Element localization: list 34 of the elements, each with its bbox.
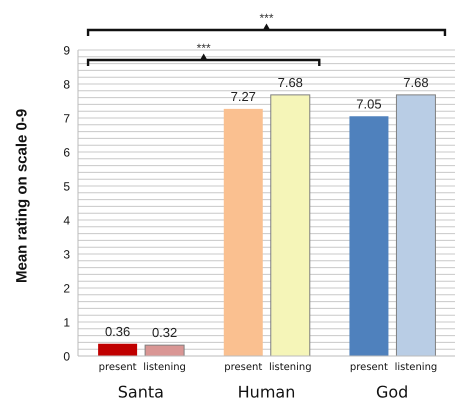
- bar: [349, 116, 388, 356]
- data-label: 7.68: [403, 74, 429, 90]
- bar: [98, 344, 138, 356]
- text: ***: [259, 11, 274, 25]
- y-tick-label: 9: [63, 43, 70, 58]
- y-tick-label: 1: [63, 315, 70, 330]
- series-label: listening: [143, 362, 186, 373]
- y-tick-label: 2: [63, 281, 70, 296]
- y-tick-label: 6: [63, 145, 70, 160]
- series-label: present: [98, 362, 137, 373]
- x-tick-label: Santa: [118, 382, 164, 402]
- y-tick-label: 5: [63, 179, 70, 194]
- annotation: ***: [196, 41, 211, 55]
- y-tick-label: 0: [63, 349, 70, 364]
- y-tick-label: 4: [63, 213, 70, 228]
- data-label: 0.36: [104, 324, 130, 339]
- data-label: 7.68: [278, 74, 303, 90]
- bar: [396, 94, 436, 356]
- text: listening: [394, 362, 438, 373]
- bar: [224, 108, 263, 356]
- x-tick-label: God: [376, 382, 408, 402]
- y-tick-label: 3: [63, 247, 70, 262]
- bar: [144, 344, 185, 356]
- text: listening: [268, 362, 312, 373]
- bar: [270, 94, 310, 356]
- data-label: 7.05: [356, 96, 382, 112]
- y-tick-label: 8: [63, 77, 70, 92]
- x-tick-label: Human: [238, 382, 296, 402]
- data-label: 7.27: [230, 88, 256, 104]
- y-axis-title: Mean rating on scale 0-9: [13, 108, 30, 283]
- y-tick-label: 7: [63, 111, 70, 126]
- data-label: 0.32: [152, 325, 178, 340]
- text: present: [224, 362, 262, 373]
- text: present: [350, 362, 388, 373]
